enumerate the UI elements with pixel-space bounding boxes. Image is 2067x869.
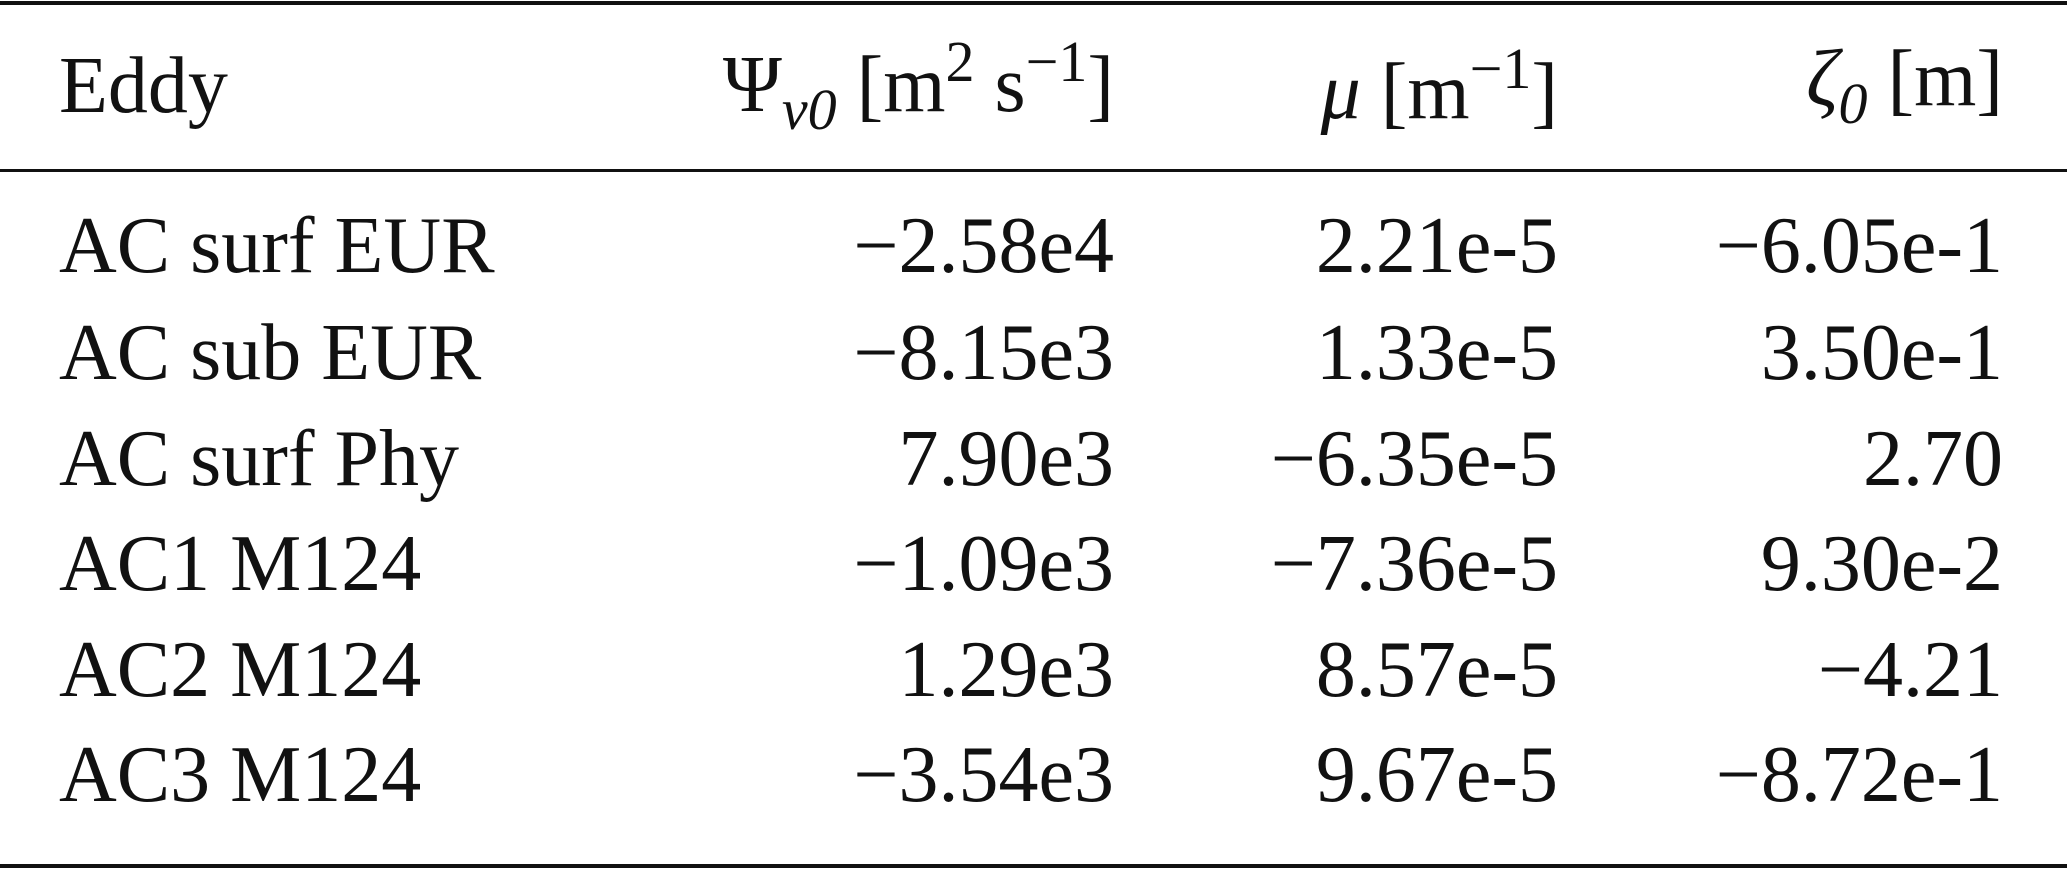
value-cell: 8.57e-5 [1315, 626, 1558, 714]
top-rule [0, 1, 2067, 5]
header-text: −1 [1025, 29, 1088, 94]
header-text: μ [1320, 48, 1361, 136]
header-text: [m [1360, 48, 1470, 136]
value-cell: 9.67e-5 [1315, 731, 1558, 819]
header-text: 0 [1838, 71, 1868, 136]
value-cell: −3.54e3 [853, 731, 1114, 819]
value-cell: 3.50e-1 [1760, 309, 2003, 397]
header-cell: μ [m−1] [1321, 40, 1558, 133]
value-cell: −7.36e-5 [1270, 520, 1558, 608]
value-cell: 9.30e-2 [1760, 520, 2003, 608]
header-text: v0 [781, 77, 837, 142]
value-cell: 2.70 [1863, 415, 2003, 503]
value-cell: 1.29e3 [898, 626, 1114, 714]
header-text: ] [1531, 48, 1558, 136]
value-cell: −6.35e-5 [1270, 415, 1558, 503]
value-cell: −1.09e3 [853, 520, 1114, 608]
row-label: AC1 M124 [59, 520, 422, 608]
header-text: [m] [1867, 35, 2003, 123]
header-text: Ψ [722, 41, 782, 129]
value-cell: 7.90e3 [898, 415, 1114, 503]
header-text: Eddy [59, 42, 228, 130]
header-text: s [974, 41, 1026, 129]
value-cell: −8.72e-1 [1715, 731, 2003, 819]
header-cell: Ψv0 [m2 s−1] [723, 33, 1114, 139]
row-label: AC2 M124 [59, 626, 422, 714]
value-cell: 2.21e-5 [1315, 202, 1558, 290]
value-cell: −8.15e3 [853, 309, 1114, 397]
bottom-rule [0, 864, 2067, 868]
header-text: ζ [1806, 35, 1839, 123]
row-label: AC surf EUR [59, 202, 495, 290]
value-cell: −4.21 [1817, 626, 2003, 714]
header-text: ] [1087, 41, 1114, 129]
value-cell: −6.05e-1 [1715, 202, 2003, 290]
header-rule [0, 169, 2067, 172]
row-label: AC3 M124 [59, 731, 422, 819]
header-text: −1 [1469, 36, 1532, 101]
header-cell: Eddy [59, 46, 228, 126]
value-cell: −2.58e4 [853, 202, 1114, 290]
header-text: 2 [945, 29, 975, 94]
value-cell: 1.33e-5 [1315, 309, 1558, 397]
row-label: AC surf Phy [59, 415, 460, 503]
row-label: AC sub EUR [59, 309, 482, 397]
header-cell: ζ0 [m] [1806, 39, 2003, 133]
header-text: [m [836, 41, 946, 129]
